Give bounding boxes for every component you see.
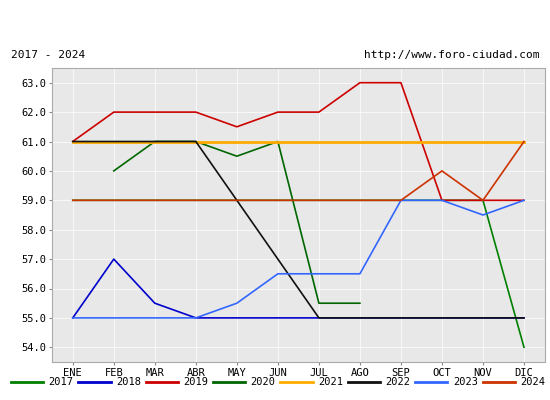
- Text: 2021: 2021: [318, 377, 343, 387]
- Text: 2019: 2019: [183, 377, 208, 387]
- Text: 2023: 2023: [453, 377, 478, 387]
- Text: 2020: 2020: [251, 377, 276, 387]
- Text: http://www.foro-ciudad.com: http://www.foro-ciudad.com: [364, 50, 539, 60]
- Text: 2017 - 2024: 2017 - 2024: [11, 50, 85, 60]
- Text: 2018: 2018: [116, 377, 141, 387]
- Text: Evolucion num de emigrantes en Ataun: Evolucion num de emigrantes en Ataun: [111, 14, 439, 28]
- Text: 2017: 2017: [48, 377, 74, 387]
- Text: 2022: 2022: [386, 377, 410, 387]
- Text: 2024: 2024: [520, 377, 545, 387]
